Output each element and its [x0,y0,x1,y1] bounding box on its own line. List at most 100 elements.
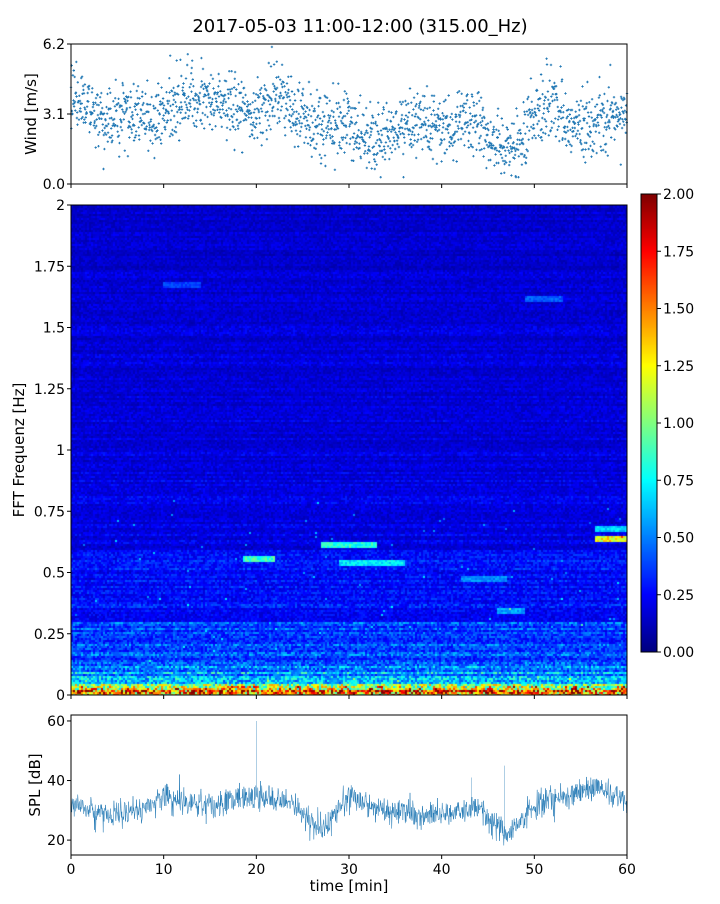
wind-data-point [512,122,516,125]
wind-data-point [245,118,248,122]
wind-data-point [326,96,329,99]
wind-data-point [201,67,205,71]
wind-data-point [554,117,557,120]
wind-data-point [371,146,374,149]
wind-data-point [191,97,195,100]
wind-data-point [317,100,321,104]
wind-data-point [548,104,551,108]
wind-data-point [140,109,143,112]
wind-data-point [279,78,282,81]
wind-data-point [507,142,510,145]
wind-data-point [455,115,458,118]
wind-data-point [169,54,172,57]
wind-data-point [324,164,327,168]
wind-data-point [574,134,577,138]
wind-data-point [130,115,133,118]
wind-data-point [515,143,519,146]
wind-data-point [109,136,113,139]
wind-data-point [614,116,617,119]
wind-data-point [542,112,545,115]
wind-data-point [189,105,192,108]
spectrogram-panel: 0 0.25 0.5 0.75 1 1.25 1.5 1.75 2 FFT Frequenz [… [10,198,628,704]
wind-data-point [532,123,535,126]
wind-data-point [479,134,482,138]
wind-data-point [318,123,321,126]
wind-data-point [190,66,193,70]
wind-data-point [618,122,622,126]
wind-data-point [471,126,475,129]
wind-data-point [480,148,483,151]
wind-data-point [303,104,306,107]
wind-data-point [542,131,545,134]
wind-data-point [165,121,168,124]
wind-data-point [466,124,470,127]
wind-data-point [150,95,153,99]
wind-data-point [101,123,104,126]
wind-data-point [270,99,273,102]
wind-data-point [233,86,236,89]
wind-data-point [571,135,575,138]
wind-data-point [604,150,607,154]
wind-data-point [278,96,282,100]
wind-data-point [208,96,212,99]
wind-data-point [404,99,407,103]
wind-data-point [327,114,330,117]
wind-data-point [556,98,559,102]
wind-data-point [79,110,83,113]
wind-data-point [571,126,574,129]
wind-data-point [73,100,77,103]
wind-data-point [579,139,582,142]
wind-data-point [398,130,401,133]
wind-data-point [399,126,402,129]
wind-data-point [541,116,544,120]
wind-data-point [615,106,619,109]
wind-data-point [481,119,484,123]
wind-data-point [218,108,222,111]
wind-data-point [368,149,372,153]
wind-data-point [570,117,573,120]
wind-data-point [417,116,420,120]
spl-x-axis-label: time [min] [310,877,389,895]
wind-data-point [517,176,520,179]
wind-data-point [300,105,303,108]
wind-data-point [575,132,578,136]
wind-data-point [191,59,194,62]
wind-data-point [292,122,295,125]
wind-data-point [429,148,433,152]
wind-data-point [402,133,406,136]
wind-data-point [407,133,410,136]
wind-data-point [550,120,553,123]
wind-data-point [237,127,240,130]
wind-data-point [161,117,164,120]
wind-data-point [566,115,569,118]
wind-data-point [151,142,154,145]
wind-data-point [310,104,314,108]
wind-data-point [365,106,368,110]
wind-data-point [382,145,386,148]
wind-data-point [497,129,500,132]
wind-data-point [506,128,509,131]
wind-data-point [210,113,213,116]
wind-data-point [363,144,367,147]
wind-data-point [523,154,526,157]
wind-data-point [375,153,378,156]
wind-data-point [232,103,235,107]
wind-data-point [615,113,618,117]
wind-data-point [124,110,127,113]
wind-y-ticks: 0.0 3.1 6.2 [43,37,71,193]
wind-data-point [430,94,434,97]
wind-data-point [250,129,254,132]
wind-data-point [343,90,346,93]
wind-data-point [449,135,452,139]
wind-data-point [126,155,130,158]
wind-data-point [241,151,244,154]
wind-data-point [318,117,322,120]
wind-data-point [122,118,125,121]
wind-data-point [123,149,126,152]
wind-data-point [238,106,241,109]
wind-data-point [385,101,388,105]
wind-data-point [415,140,419,143]
wind-data-point [232,113,236,116]
wind-data-point [590,98,594,101]
wind-data-point [308,108,311,112]
